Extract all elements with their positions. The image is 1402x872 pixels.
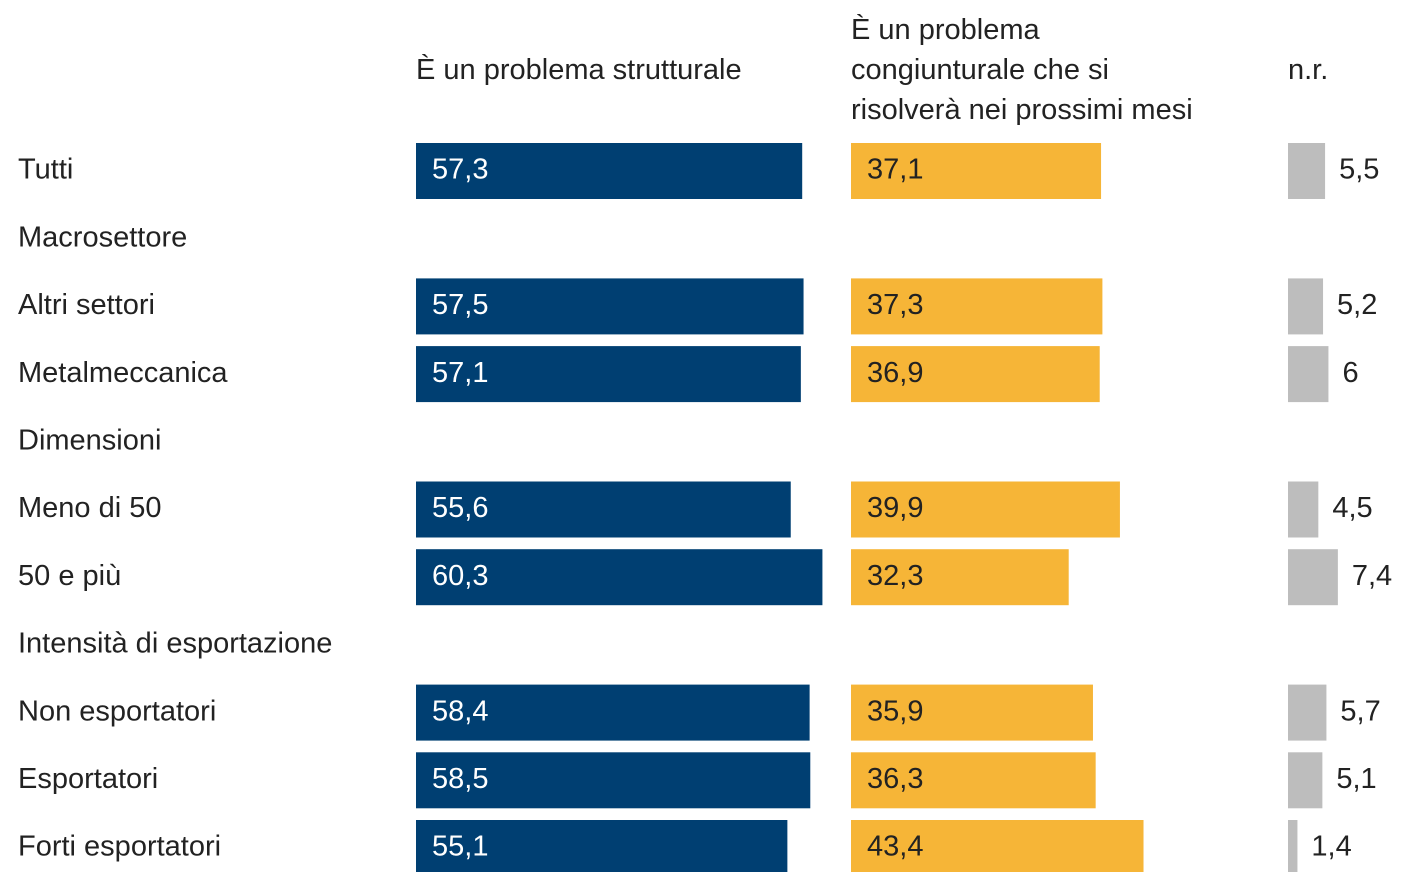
bar xyxy=(1288,346,1329,403)
bar xyxy=(1288,549,1338,606)
legend-group: È un problema congiunturale che si risol… xyxy=(851,14,1193,126)
legend-group: n.r. xyxy=(1288,54,1329,86)
value-label: 55,1 xyxy=(432,831,488,863)
bar xyxy=(416,549,823,606)
bar xyxy=(416,346,801,403)
value-label: 57,3 xyxy=(432,154,488,186)
legend-entry: È un problema strutturale xyxy=(416,54,742,86)
value-label: 58,4 xyxy=(432,695,488,727)
category-label: 50 e più xyxy=(18,560,121,592)
bar xyxy=(416,820,788,872)
bar xyxy=(416,278,804,335)
bar xyxy=(416,481,791,538)
category-label: Metalmeccanica xyxy=(18,357,228,389)
value-label: 36,9 xyxy=(867,357,923,389)
category-label: Non esportatori xyxy=(18,695,216,727)
value-label: 60,3 xyxy=(432,560,488,592)
bar xyxy=(1288,752,1323,809)
bar xyxy=(851,820,1144,872)
bar xyxy=(1288,481,1319,538)
value-label: 5,7 xyxy=(1340,695,1380,727)
value-label: 6 xyxy=(1342,357,1358,389)
bar xyxy=(1288,820,1298,872)
value-label: 55,6 xyxy=(432,492,488,524)
value-label: 5,1 xyxy=(1336,763,1376,795)
bar xyxy=(1288,684,1327,741)
value-label: 57,1 xyxy=(432,357,488,389)
value-label: 37,1 xyxy=(867,154,923,186)
legend-group: È un problema strutturale xyxy=(416,54,742,86)
value-label: 37,3 xyxy=(867,289,923,321)
value-label: 7,4 xyxy=(1352,560,1392,592)
value-label: 57,5 xyxy=(432,289,488,321)
bar xyxy=(851,752,1096,809)
bar xyxy=(416,752,811,809)
category-label: Forti esportatori xyxy=(18,831,221,863)
bar xyxy=(416,684,810,741)
category-label: Esportatori xyxy=(18,763,158,795)
bar xyxy=(416,143,803,199)
legend-entry: È un problema congiunturale che si risol… xyxy=(851,14,1193,126)
value-label: 1,4 xyxy=(1311,831,1351,863)
bar xyxy=(851,143,1102,199)
legend-entry: n.r. xyxy=(1288,54,1329,86)
bar xyxy=(851,549,1069,606)
value-label: 58,5 xyxy=(432,763,488,795)
value-label: 32,3 xyxy=(867,560,923,592)
bar xyxy=(851,481,1120,538)
category-label: Dimensioni xyxy=(18,424,161,456)
value-label: 4,5 xyxy=(1332,492,1372,524)
value-label: 5,5 xyxy=(1339,154,1379,186)
value-label: 39,9 xyxy=(867,492,923,524)
category-label: Meno di 50 xyxy=(18,492,162,524)
category-label: Macrosettore xyxy=(18,221,187,253)
bar xyxy=(851,684,1093,741)
bar xyxy=(1288,278,1324,335)
category-label: Intensità di esportazione xyxy=(18,628,332,660)
value-label: 35,9 xyxy=(867,695,923,727)
value-label: 36,3 xyxy=(867,763,923,795)
bar xyxy=(851,278,1103,335)
bar xyxy=(1288,143,1326,199)
value-label: 43,4 xyxy=(867,831,923,863)
value-label: 5,2 xyxy=(1337,289,1377,321)
category-label: Altri settori xyxy=(18,289,155,321)
category-label: Tutti xyxy=(18,154,73,186)
bar xyxy=(851,346,1100,403)
